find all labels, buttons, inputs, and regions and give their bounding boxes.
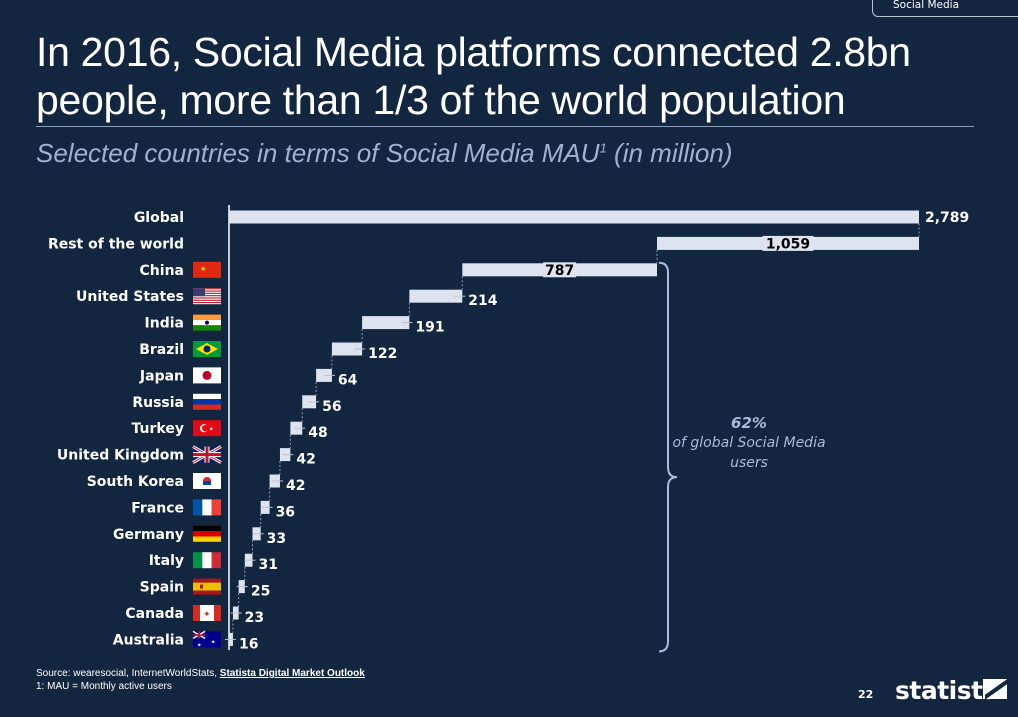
value-label-box [543, 262, 577, 278]
china-flag-icon: ★ [193, 261, 221, 278]
category-label: Global [134, 210, 184, 226]
svg-text:★: ★ [200, 265, 206, 273]
category-label: Brazil [139, 342, 184, 358]
share-text: of global Social Media users [672, 435, 826, 471]
category-label: Russia [132, 395, 184, 411]
value-label: 214 [468, 293, 497, 309]
value-label: 1,059 [766, 236, 810, 252]
value-label: 48 [308, 425, 327, 441]
share-percent: 62% [731, 414, 767, 432]
germany-flag-icon [193, 525, 221, 542]
category-label: Italy [149, 553, 184, 569]
svg-text:✦: ✦ [203, 610, 211, 620]
subtitle-footnote-mark: 1 [599, 140, 607, 156]
value-label: 23 [245, 610, 264, 626]
value-label: 33 [267, 531, 286, 547]
category-label: France [131, 500, 184, 516]
bar-india [362, 316, 410, 330]
section-tab-label: Social Media [893, 0, 960, 11]
category-label: United Kingdom [57, 448, 184, 464]
page-number: 22 [858, 688, 874, 701]
category-label: China [140, 263, 184, 279]
value-label: 42 [286, 478, 305, 494]
subtitle-unit: (in million) [606, 138, 733, 168]
canada-flag-icon: ✦ [193, 605, 221, 621]
bar-united-states [409, 289, 463, 303]
value-label: 191 [415, 320, 444, 336]
value-label: 36 [276, 504, 295, 520]
value-label: 2,789 [925, 210, 969, 226]
value-label: 787 [545, 263, 574, 279]
bracket-icon [658, 261, 678, 653]
value-label: 25 [251, 584, 270, 600]
svg-text:★: ★ [209, 427, 214, 433]
category-label: Canada [125, 606, 184, 622]
india-flag-icon [193, 314, 221, 331]
footer-source: Source: wearesocial, InternetWorldStats,… [36, 667, 365, 693]
footnote: 1: MAU = Monthly active users [36, 681, 172, 692]
title-divider [36, 126, 974, 127]
value-label: 122 [368, 346, 397, 362]
bar-brazil [331, 342, 363, 356]
category-label: Rest of the world [48, 236, 184, 252]
share-annotation: 62% of global Social Media users [672, 413, 826, 473]
waterfall-chart: Global 2,789 Rest of the world 1,059 China ★ 7… [48, 205, 969, 653]
svg-text:★: ★ [211, 639, 216, 645]
brazil-flag-icon [193, 341, 221, 357]
france-flag-icon [193, 499, 221, 516]
united-kingdom-flag-icon [192, 445, 222, 464]
spain-flag-icon [193, 578, 221, 595]
subtitle-main: Selected countries in terms of Social Me… [36, 138, 600, 168]
section-tab: Social Media [872, 0, 1018, 17]
turkey-flag-icon: ★ [193, 420, 221, 437]
category-label: Japan [139, 368, 184, 384]
italy-flag-icon [193, 552, 221, 569]
source-text: Source: wearesocial, InternetWorldStats, [36, 668, 220, 679]
south-korea-flag-icon [193, 473, 221, 489]
page-title: In 2016, Social Media platforms connecte… [36, 29, 911, 123]
category-label: Turkey [132, 421, 184, 437]
statista-logo-icon [983, 679, 1007, 699]
bar-global [229, 210, 919, 224]
source-link[interactable]: Statista Digital Market Outlook [219, 668, 365, 679]
value-label: 31 [259, 557, 278, 573]
australia-flag-icon: ★ ★ [192, 630, 221, 648]
chart-subtitle: Selected countries in terms of Social Me… [36, 138, 733, 169]
value-label-box [762, 235, 814, 251]
category-label: Germany [113, 527, 184, 543]
category-label: Spain [140, 580, 184, 596]
category-label: United States [76, 289, 184, 305]
value-label: 56 [322, 399, 341, 415]
japan-flag-icon [193, 367, 221, 384]
value-label: 64 [338, 372, 358, 388]
category-label: India [145, 316, 184, 332]
value-label: 42 [296, 452, 315, 468]
category-label: Australia [113, 632, 184, 648]
category-label: South Korea [87, 474, 184, 490]
svg-text:★: ★ [197, 642, 202, 648]
value-label: 16 [239, 636, 258, 652]
russia-flag-icon [193, 393, 221, 410]
united-states-flag-icon [193, 288, 221, 305]
